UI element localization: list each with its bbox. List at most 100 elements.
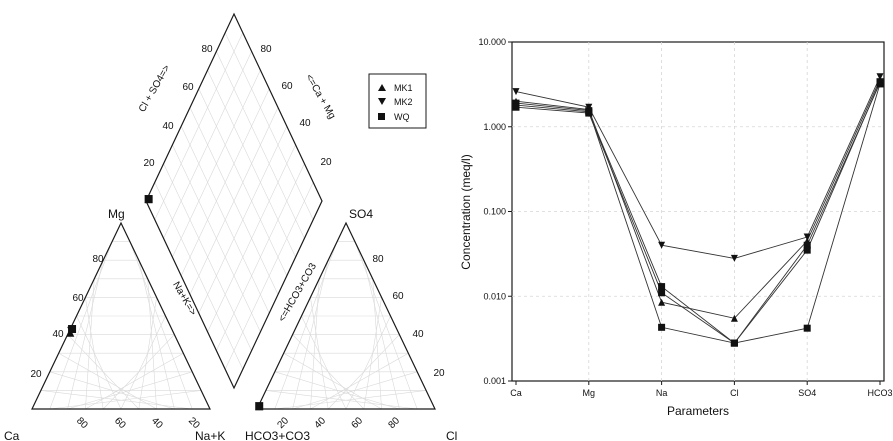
tick-label: 40 xyxy=(299,118,311,129)
piper-sample-points xyxy=(66,195,264,411)
square-marker xyxy=(144,195,153,204)
series-line xyxy=(515,83,881,344)
tick-label: 60 xyxy=(392,291,404,302)
diamond-frame xyxy=(145,12,323,390)
grid-line xyxy=(216,163,305,351)
legend: MK1 MK2 WQ xyxy=(368,73,427,129)
grid-line xyxy=(216,51,305,239)
square-marker xyxy=(803,246,811,254)
grid-line xyxy=(292,334,365,410)
grid-line xyxy=(58,352,157,410)
triangle-down-marker xyxy=(512,88,520,96)
grid-line xyxy=(207,69,296,258)
square-marker xyxy=(68,325,77,334)
square-marker xyxy=(658,323,666,331)
series-line xyxy=(515,82,881,344)
grid-line xyxy=(345,315,391,410)
grid-line xyxy=(198,126,288,314)
grid-line xyxy=(224,32,314,220)
square-marker xyxy=(876,78,884,86)
corner-label-ca: Ca xyxy=(4,429,20,441)
y-axis-title: Concentration (meq/l) xyxy=(459,154,473,269)
corner-label-hco3co3: HCO3+CO3 xyxy=(245,429,310,441)
triangle-down-marker xyxy=(803,233,811,241)
triangle-up-marker xyxy=(658,298,666,306)
series-line xyxy=(515,81,881,344)
x-tick-label: SO4 xyxy=(798,388,816,398)
y-tick-label: 0.010 xyxy=(483,291,506,301)
grid-line xyxy=(85,352,184,410)
tick-label: 40 xyxy=(52,329,64,340)
x-tick-label: Cl xyxy=(730,388,739,398)
tick-label: 40 xyxy=(312,415,328,431)
y-tick-label: 0.001 xyxy=(483,376,506,386)
tick-label: 60 xyxy=(182,82,194,93)
corner-label-mg: Mg xyxy=(108,207,125,221)
tick-label: 40 xyxy=(149,415,165,431)
triangle-up-marker xyxy=(730,314,738,322)
grid-line xyxy=(224,182,314,370)
triangle-down-icon xyxy=(378,98,386,105)
legend-item-mk2: MK2 xyxy=(378,97,413,107)
triangle-down-marker xyxy=(658,241,666,249)
tick-label: 80 xyxy=(260,44,272,55)
tick-label: 80 xyxy=(92,254,104,265)
triangle-down-marker xyxy=(730,254,738,262)
triangle-up-icon xyxy=(378,84,386,91)
corner-label-so4: SO4 xyxy=(349,207,373,221)
tick-label: 20 xyxy=(30,369,42,380)
y-tick-label: 0.100 xyxy=(483,207,506,217)
x-tick-labels: Ca Mg Na Cl SO4 HCO3 xyxy=(510,381,893,398)
square-marker xyxy=(512,99,520,107)
triangle-down-marker xyxy=(876,73,884,81)
chart-gridlines xyxy=(512,42,884,381)
x-tick-label: HCO3 xyxy=(867,388,892,398)
grid-line xyxy=(283,352,382,410)
square-marker xyxy=(803,241,811,249)
grid-line xyxy=(274,371,400,410)
tick-label: 80 xyxy=(372,254,384,265)
tick-label: 40 xyxy=(162,121,174,132)
triangle-frame xyxy=(31,221,211,410)
tick-label: 60 xyxy=(281,81,293,92)
square-marker xyxy=(658,289,666,297)
x-axis-title: Parameters xyxy=(667,404,729,418)
grid-line xyxy=(198,88,288,276)
tick-label: 40 xyxy=(412,329,424,340)
series-lines xyxy=(515,76,881,344)
legend-item-mk1: MK1 xyxy=(378,83,413,93)
grid-line xyxy=(310,352,409,410)
series-line xyxy=(515,79,881,319)
x-tick-label: Ca xyxy=(510,388,522,398)
square-marker xyxy=(585,109,593,117)
x-tick-label: Mg xyxy=(583,388,596,398)
y-tick-labels: 0.001 0.010 0.100 1.000 10.000 xyxy=(478,37,512,386)
grid-line xyxy=(207,144,296,333)
triangle-frame xyxy=(256,221,436,410)
grid-line xyxy=(49,371,175,410)
tick-label: 60 xyxy=(349,415,365,431)
corner-label-cl: Cl xyxy=(446,429,457,441)
axis-label-ca-mg: <=Ca + Mg xyxy=(303,72,337,121)
grid-line xyxy=(301,315,347,410)
tick-label: 80 xyxy=(74,415,90,431)
grid-line xyxy=(67,334,140,410)
grid-line xyxy=(292,371,418,410)
square-marker xyxy=(730,339,738,347)
square-marker xyxy=(255,402,264,411)
piper-grid xyxy=(40,32,427,410)
legend-label: MK1 xyxy=(394,83,413,93)
tick-label: 80 xyxy=(386,415,402,431)
grid-line xyxy=(265,390,418,410)
square-icon xyxy=(378,113,385,120)
grid-line xyxy=(76,315,122,410)
piper-frames xyxy=(31,12,436,410)
grid-line xyxy=(327,334,400,410)
grid-line xyxy=(102,334,175,410)
tick-label: 60 xyxy=(72,293,84,304)
corner-label-nak: Na+K xyxy=(195,429,225,441)
grid-line xyxy=(120,315,166,410)
square-marker xyxy=(803,324,811,332)
